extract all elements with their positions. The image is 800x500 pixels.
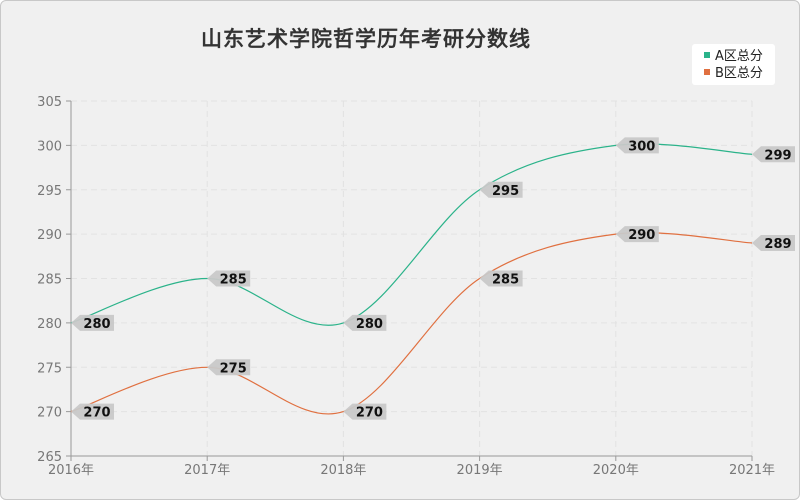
y-tick-label: 300 (37, 139, 62, 154)
y-tick-label: 295 (37, 184, 62, 199)
data-label-text: 300 (628, 139, 655, 154)
data-label-text: 280 (356, 317, 383, 332)
data-label-text: 290 (628, 228, 655, 243)
y-tick-label: 305 (37, 95, 62, 110)
data-label-bg (71, 314, 114, 331)
chart-title: 山东艺术学院哲学历年考研分数线 (201, 27, 531, 51)
data-label-bg (752, 235, 795, 251)
legend: A区总分 B区总分 (692, 44, 775, 85)
data-label-text: 289 (764, 237, 791, 252)
x-tick-label: 2019年 (457, 463, 503, 478)
y-tick-label: 275 (37, 361, 62, 376)
y-tick-label: 270 (37, 406, 62, 421)
data-label-text: 295 (492, 184, 519, 199)
data-label-bg (479, 270, 523, 287)
x-tick-label: 2016年 (48, 463, 94, 478)
data-label-bg (207, 359, 251, 376)
y-tick-label: 290 (37, 228, 62, 243)
data-label: 285 (479, 270, 523, 288)
legend-swatch-icon (704, 52, 710, 58)
data-label-text: 270 (356, 406, 383, 421)
data-label-bg (752, 146, 795, 163)
data-label-bg (343, 403, 387, 420)
data-label-text: 270 (83, 406, 110, 421)
data-label: 290 (615, 226, 659, 243)
legend-label: A区总分 (715, 49, 763, 64)
legend-item-series-a[interactable]: A区总分 (704, 49, 763, 64)
data-label: 275 (207, 359, 251, 376)
data-label: 270 (343, 403, 387, 421)
legend-item-series-b[interactable]: B区总分 (704, 66, 763, 81)
y-tick-label: 265 (37, 450, 62, 465)
data-label: 270 (71, 403, 114, 421)
legend-swatch-icon (704, 69, 710, 75)
data-label: 280 (71, 314, 114, 332)
data-label-bg (343, 314, 387, 331)
y-tick-label: 285 (37, 273, 62, 288)
data-label-text: 275 (220, 361, 247, 376)
data-label-text: 280 (83, 317, 110, 332)
y-tick-label: 280 (37, 317, 62, 332)
x-tick-label: 2017年 (184, 463, 230, 478)
data-label: 300 (615, 137, 659, 154)
x-tick-label: 2021年 (729, 463, 775, 478)
data-label-text: 285 (492, 273, 519, 288)
data-label: 299 (752, 146, 795, 163)
data-label-bg (71, 403, 114, 420)
data-label-bg (207, 270, 251, 287)
data-label: 289 (752, 235, 795, 252)
data-label: 285 (207, 270, 251, 288)
data-label-text: 285 (220, 273, 247, 288)
data-label-bg (615, 226, 659, 243)
data-label-bg (479, 181, 523, 198)
data-label-text: 299 (764, 148, 791, 163)
x-tick-label: 2020年 (593, 463, 639, 478)
x-tick-label: 2018年 (320, 463, 366, 478)
data-label: 280 (343, 314, 387, 332)
data-label: 295 (479, 181, 523, 199)
data-label-bg (615, 137, 659, 154)
legend-label: B区总分 (715, 66, 763, 81)
